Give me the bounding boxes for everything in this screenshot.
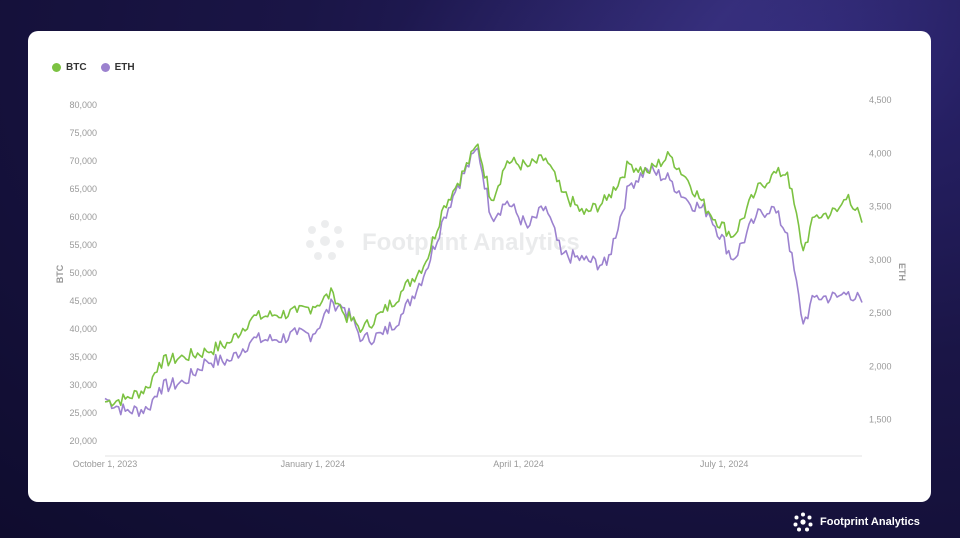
chart-legend: BTC ETH: [52, 62, 135, 73]
left-axis-label: BTC: [55, 264, 65, 283]
brand-footer: Footprint Analytics: [792, 512, 920, 532]
left-tick-label: 75,000: [69, 128, 97, 138]
right-tick-label: 3,000: [869, 255, 892, 265]
left-tick-label: 40,000: [69, 324, 97, 334]
chart-card: [28, 31, 931, 502]
watermark-logo-icon: [306, 220, 344, 260]
x-tick-label: January 1, 2024: [281, 459, 346, 469]
watermark-text: Footprint Analytics: [362, 229, 580, 256]
right-axis-label: ETH: [897, 263, 907, 281]
watermark: Footprint Analytics: [306, 220, 580, 260]
x-tick-label: April 1, 2024: [493, 459, 544, 469]
left-tick-label: 80,000: [69, 100, 97, 110]
left-tick-label: 65,000: [69, 184, 97, 194]
x-tick-label: July 1, 2024: [700, 459, 749, 469]
left-tick-label: 25,000: [69, 408, 97, 418]
right-axis-ticks: 1,500 2,000 2,500 3,000 3,500 4,000 4,500: [869, 95, 892, 425]
left-tick-label: 30,000: [69, 380, 97, 390]
right-tick-label: 3,500: [869, 202, 892, 212]
brand-name: Footprint Analytics: [820, 516, 920, 528]
left-tick-label: 60,000: [69, 212, 97, 222]
legend-item-eth[interactable]: ETH: [100, 62, 135, 73]
x-axis-ticks: October 1, 2023 January 1, 2024 April 1, 2…: [73, 459, 749, 469]
left-axis-ticks: 20,000 25,000 30,000 35,000 40,000 45,000 50,0…: [69, 100, 97, 446]
right-tick-label: 2,000: [869, 361, 892, 371]
series-line-btc: [104, 143, 863, 407]
x-tick-label: October 1, 2023: [73, 459, 138, 469]
left-tick-label: 20,000: [69, 436, 97, 446]
series-layer: [104, 143, 863, 417]
right-tick-label: 4,500: [869, 95, 892, 105]
right-tick-label: 2,500: [869, 308, 892, 318]
legend-label-eth: ETH: [114, 62, 135, 73]
right-tick-label: 1,500: [869, 415, 892, 425]
legend-item-btc[interactable]: BTC: [52, 62, 87, 73]
right-tick-label: 4,000: [869, 148, 892, 158]
left-tick-label: 35,000: [69, 352, 97, 362]
legend-label-btc: BTC: [66, 62, 87, 73]
left-tick-label: 45,000: [69, 296, 97, 306]
left-tick-label: 70,000: [69, 156, 97, 166]
left-tick-label: 55,000: [69, 240, 97, 250]
left-tick-label: 50,000: [69, 268, 97, 278]
footprint-logo-icon: [793, 512, 813, 532]
legend-dot-btc: [52, 63, 61, 72]
legend-dot-eth: [100, 63, 110, 72]
series-line-eth: [104, 147, 863, 417]
